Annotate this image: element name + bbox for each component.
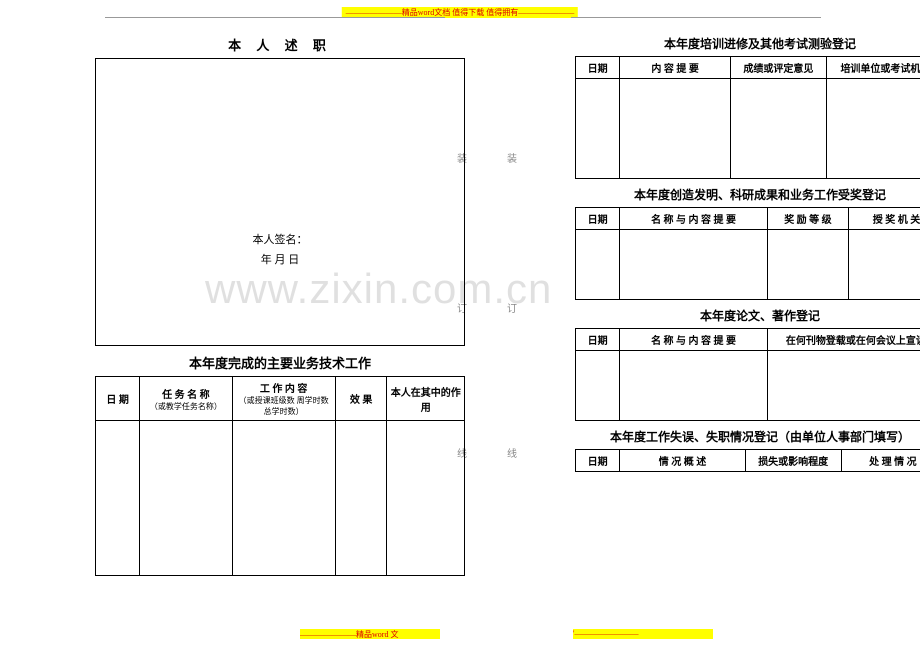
th: 损失或影响程度	[745, 450, 841, 472]
th: 日期	[576, 450, 620, 472]
th: 名 称 与 内 容 提 要	[620, 208, 768, 230]
bottom-banner-left: ———————精品word 文	[300, 629, 440, 639]
col-date: 日 期	[96, 377, 140, 421]
paper-table: 日期 名 称 与 内 容 提 要 在何刊物登载或在何会议上宣读	[575, 328, 920, 421]
th: 培训单位或考试机关	[826, 57, 920, 79]
col-task: 任 务 名 称（或教学任务名称）	[140, 377, 232, 421]
th: 内 容 提 要	[620, 57, 731, 79]
date-label: 年 月 日	[253, 250, 308, 270]
signature-block: 本人签名： 年 月 日	[253, 230, 308, 270]
fault-title: 本年度工作失误、失职情况登记（由单位人事部门填写）	[575, 428, 920, 445]
th: 在何刊物登载或在何会议上宣读	[767, 329, 920, 351]
work-title: 本年度完成的主要业务技术工作	[95, 353, 465, 372]
binding-mark: 订订	[457, 300, 517, 315]
th: 日期	[576, 329, 620, 351]
signature-label: 本人签名：	[253, 230, 308, 250]
bottom-banner-right: '————————	[573, 629, 713, 639]
award-table: 日期 名 称 与 内 容 提 要 奖 励 等 级 授 奖 机 关	[575, 207, 920, 300]
col-content: 工 作 内 容（或授课班级数 周学时数 总学时数）	[232, 377, 335, 421]
statement-title: 本 人 述 职	[95, 35, 465, 54]
fault-table: 日期 情 况 概 述 损失或影响程度 处 理 情 况	[575, 449, 920, 472]
training-table: 日期 内 容 提 要 成绩或评定意见 培训单位或考试机关	[575, 56, 920, 179]
training-title: 本年度培训进修及其他考试测验登记	[575, 35, 920, 52]
rule-line	[571, 17, 821, 18]
award-title: 本年度创造发明、科研成果和业务工作受奖登记	[575, 186, 920, 203]
th: 名 称 与 内 容 提 要	[620, 329, 768, 351]
col-role: 本人在其中的作用	[387, 377, 465, 421]
col-effect: 效 果	[335, 377, 387, 421]
th: 奖 励 等 级	[767, 208, 848, 230]
th: 日期	[576, 57, 620, 79]
left-page: 本 人 述 职 本人签名： 年 月 日 本年度完成的主要业务技术工作 日 期 任…	[95, 28, 465, 576]
work-table: 日 期 任 务 名 称（或教学任务名称） 工 作 内 容（或授课班级数 周学时数…	[95, 376, 465, 576]
binding-mark: 线线	[457, 445, 517, 460]
th: 成绩或评定意见	[730, 57, 826, 79]
paper-title: 本年度论文、著作登记	[575, 307, 920, 324]
th: 日期	[576, 208, 620, 230]
th: 处 理 情 况	[841, 450, 920, 472]
right-page: 本年度培训进修及其他考试测验登记 日期 内 容 提 要 成绩或评定意见 培训单位…	[575, 28, 920, 472]
th: 情 况 概 述	[620, 450, 745, 472]
th: 授 奖 机 关	[849, 208, 920, 230]
rule-line	[105, 17, 445, 18]
binding-mark: 装装	[457, 150, 517, 165]
statement-box: 本人签名： 年 月 日	[95, 58, 465, 346]
